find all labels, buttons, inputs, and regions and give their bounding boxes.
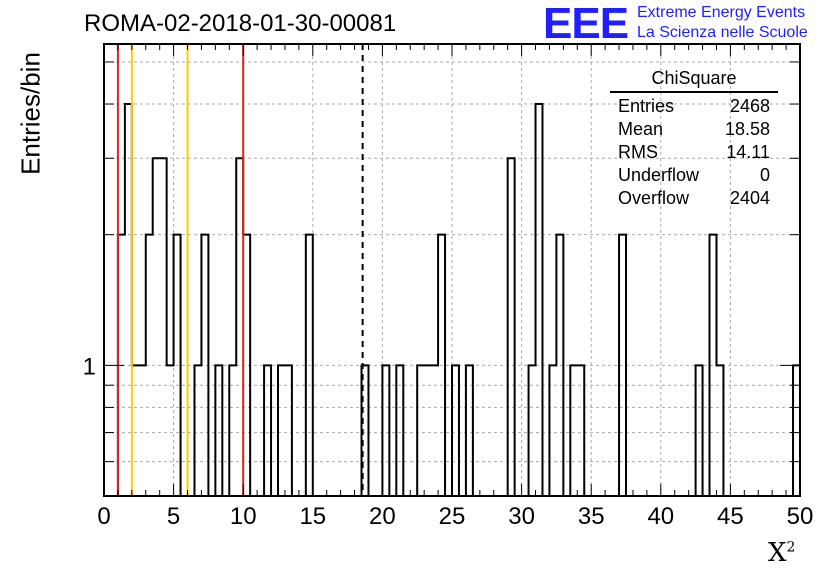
x-tick-label: 40 xyxy=(647,503,674,530)
eee-logo: EEE xyxy=(543,0,629,48)
histogram-bin xyxy=(167,365,174,496)
histogram-bin xyxy=(146,235,153,496)
histogram-bin xyxy=(529,365,536,496)
y-tick-label: 1 xyxy=(83,353,96,380)
stats-value: 2404 xyxy=(729,188,770,208)
stats-label: Underflow xyxy=(618,165,700,185)
plot-title: ROMA-02-2018-01-30-00081 xyxy=(84,10,397,37)
stats-row-mean: Mean 18.58 xyxy=(610,118,778,141)
histogram-bin xyxy=(431,365,438,496)
histogram-bin xyxy=(438,235,445,496)
histogram-bin xyxy=(285,365,292,496)
histogram-bin xyxy=(570,365,577,496)
histogram-bin xyxy=(696,365,703,496)
stats-label: Overflow xyxy=(618,188,690,208)
x-tick-label: 20 xyxy=(369,503,396,530)
histogram-bin xyxy=(125,104,132,496)
histogram-bin xyxy=(132,365,139,496)
stats-row-underflow: Underflow 0 xyxy=(610,164,778,187)
histogram-bin xyxy=(452,365,459,496)
histogram-bin xyxy=(466,365,473,496)
histogram-bin xyxy=(278,365,285,496)
x-tick-label: 25 xyxy=(439,503,466,530)
histogram-bin xyxy=(577,365,584,496)
histogram-bin xyxy=(716,365,723,496)
histogram-bin xyxy=(243,235,250,496)
stats-label: RMS xyxy=(618,142,658,162)
x-tick-label: 35 xyxy=(578,503,605,530)
x-tick-label: 50 xyxy=(787,503,814,530)
histogram-bin xyxy=(382,365,389,496)
x-tick-label: 30 xyxy=(508,503,535,530)
stats-value: 14.11 xyxy=(726,142,770,162)
stats-value: 2468 xyxy=(729,96,770,116)
histogram-bin xyxy=(306,235,313,496)
stats-box: ChiSquare Entries 2468 Mean 18.58 RMS 14.11… xyxy=(610,68,778,210)
histogram-bin xyxy=(174,235,181,496)
logo-caption-2: La Scienza nelle Scuole xyxy=(637,24,808,41)
histogram-bin xyxy=(508,158,515,496)
x-axis-label-base: X xyxy=(768,538,787,568)
stats-row-entries: Entries 2468 xyxy=(610,95,778,118)
histogram-bin xyxy=(160,158,167,496)
histogram-bin xyxy=(215,365,222,496)
stats-row-overflow: Overflow 2404 xyxy=(610,187,778,210)
x-tick-label: 10 xyxy=(230,503,257,530)
histogram-bin xyxy=(536,104,543,496)
histogram-bin xyxy=(417,365,424,496)
histogram-bin xyxy=(424,365,431,496)
stats-row-rms: RMS 14.11 xyxy=(610,141,778,164)
stats-value: 18.58 xyxy=(724,119,770,139)
histogram-bin xyxy=(556,235,563,496)
histogram-bin xyxy=(549,365,556,496)
x-tick-label: 5 xyxy=(167,503,180,530)
histogram-bin xyxy=(710,235,717,496)
x-tick-label: 15 xyxy=(299,503,326,530)
histogram-bin xyxy=(201,235,208,496)
stats-value: 0 xyxy=(759,165,770,185)
histogram-bin xyxy=(153,158,160,496)
histogram-bin xyxy=(139,365,146,496)
stats-label: Entries xyxy=(618,96,675,116)
logo-caption-1: Extreme Energy Events xyxy=(637,4,806,21)
x-tick-label: 0 xyxy=(97,503,110,530)
histogram-bin xyxy=(396,365,403,496)
histogram-bin xyxy=(236,158,243,496)
x-tick-label: 45 xyxy=(717,503,744,530)
histogram-bin xyxy=(194,365,201,496)
histogram-bin xyxy=(264,365,271,496)
stats-title: ChiSquare xyxy=(610,68,778,93)
stats-label: Mean xyxy=(618,119,664,139)
histogram-bin xyxy=(619,235,626,496)
x-axis-label-sup: 2 xyxy=(786,539,796,556)
histogram-bin xyxy=(229,365,236,496)
x-axis-label: X2 xyxy=(768,538,795,568)
